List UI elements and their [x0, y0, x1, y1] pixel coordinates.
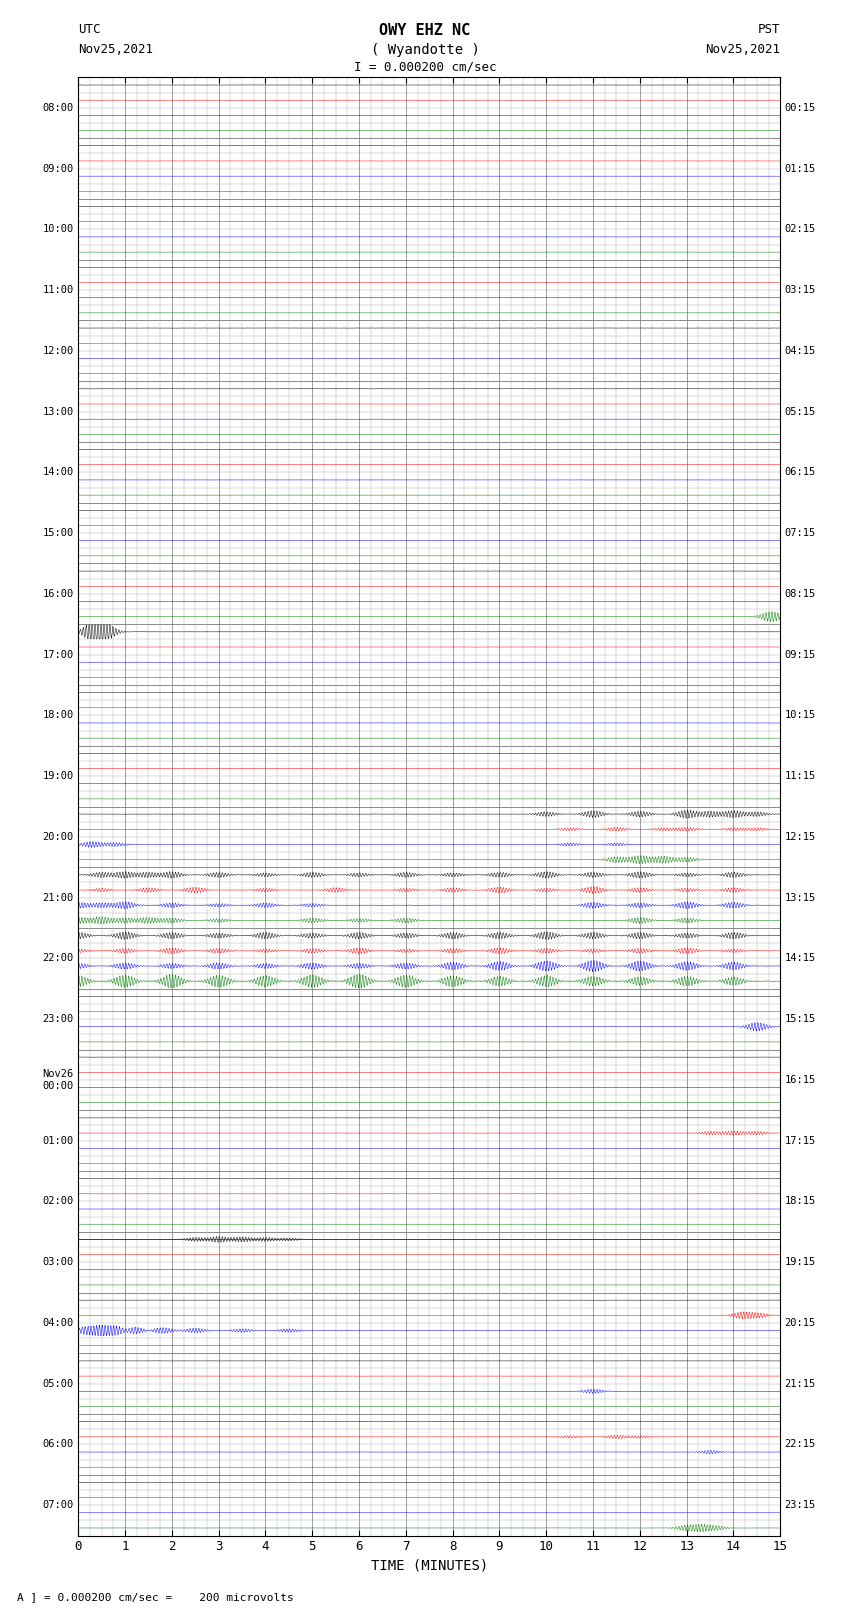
- Text: I = 0.000200 cm/sec: I = 0.000200 cm/sec: [354, 60, 496, 73]
- Text: 01:15: 01:15: [785, 163, 816, 174]
- Text: 13:15: 13:15: [785, 892, 816, 903]
- Text: 19:00: 19:00: [42, 771, 74, 781]
- Text: 07:15: 07:15: [785, 527, 816, 539]
- Text: 13:00: 13:00: [42, 406, 74, 416]
- X-axis label: TIME (MINUTES): TIME (MINUTES): [371, 1560, 488, 1573]
- Text: UTC: UTC: [78, 23, 100, 35]
- Text: 16:00: 16:00: [42, 589, 74, 598]
- Text: 02:15: 02:15: [785, 224, 816, 234]
- Text: 23:00: 23:00: [42, 1015, 74, 1024]
- Text: 12:15: 12:15: [785, 832, 816, 842]
- Text: 16:15: 16:15: [785, 1074, 816, 1086]
- Text: 07:00: 07:00: [42, 1500, 74, 1510]
- Text: 20:15: 20:15: [785, 1318, 816, 1327]
- Text: 11:00: 11:00: [42, 286, 74, 295]
- Text: 10:15: 10:15: [785, 710, 816, 721]
- Text: 21:00: 21:00: [42, 892, 74, 903]
- Text: 01:00: 01:00: [42, 1136, 74, 1145]
- Text: 00:15: 00:15: [785, 103, 816, 113]
- Text: 15:00: 15:00: [42, 527, 74, 539]
- Text: 21:15: 21:15: [785, 1379, 816, 1389]
- Text: 19:15: 19:15: [785, 1257, 816, 1268]
- Text: 23:15: 23:15: [785, 1500, 816, 1510]
- Text: 15:15: 15:15: [785, 1015, 816, 1024]
- Text: 18:15: 18:15: [785, 1197, 816, 1207]
- Text: 18:00: 18:00: [42, 710, 74, 721]
- Text: 04:00: 04:00: [42, 1318, 74, 1327]
- Text: 09:00: 09:00: [42, 163, 74, 174]
- Text: 08:15: 08:15: [785, 589, 816, 598]
- Text: 05:15: 05:15: [785, 406, 816, 416]
- Text: 02:00: 02:00: [42, 1197, 74, 1207]
- Text: 06:00: 06:00: [42, 1439, 74, 1450]
- Text: 20:00: 20:00: [42, 832, 74, 842]
- Text: 17:00: 17:00: [42, 650, 74, 660]
- Text: PST: PST: [758, 23, 780, 35]
- Text: 10:00: 10:00: [42, 224, 74, 234]
- Text: 22:00: 22:00: [42, 953, 74, 963]
- Text: Nov25,2021: Nov25,2021: [78, 42, 153, 55]
- Text: 17:15: 17:15: [785, 1136, 816, 1145]
- Text: 04:15: 04:15: [785, 345, 816, 356]
- Text: Nov25,2021: Nov25,2021: [706, 42, 780, 55]
- Text: 05:00: 05:00: [42, 1379, 74, 1389]
- Text: A ] = 0.000200 cm/sec =    200 microvolts: A ] = 0.000200 cm/sec = 200 microvolts: [17, 1592, 294, 1602]
- Text: 06:15: 06:15: [785, 468, 816, 477]
- Text: 09:15: 09:15: [785, 650, 816, 660]
- Text: 22:15: 22:15: [785, 1439, 816, 1450]
- Text: Nov26
00:00: Nov26 00:00: [42, 1069, 74, 1090]
- Text: 12:00: 12:00: [42, 345, 74, 356]
- Text: OWY EHZ NC: OWY EHZ NC: [379, 23, 471, 39]
- Text: 08:00: 08:00: [42, 103, 74, 113]
- Text: 03:15: 03:15: [785, 286, 816, 295]
- Text: 14:00: 14:00: [42, 468, 74, 477]
- Text: 03:00: 03:00: [42, 1257, 74, 1268]
- Text: ( Wyandotte ): ( Wyandotte ): [371, 42, 479, 56]
- Text: 14:15: 14:15: [785, 953, 816, 963]
- Text: 11:15: 11:15: [785, 771, 816, 781]
